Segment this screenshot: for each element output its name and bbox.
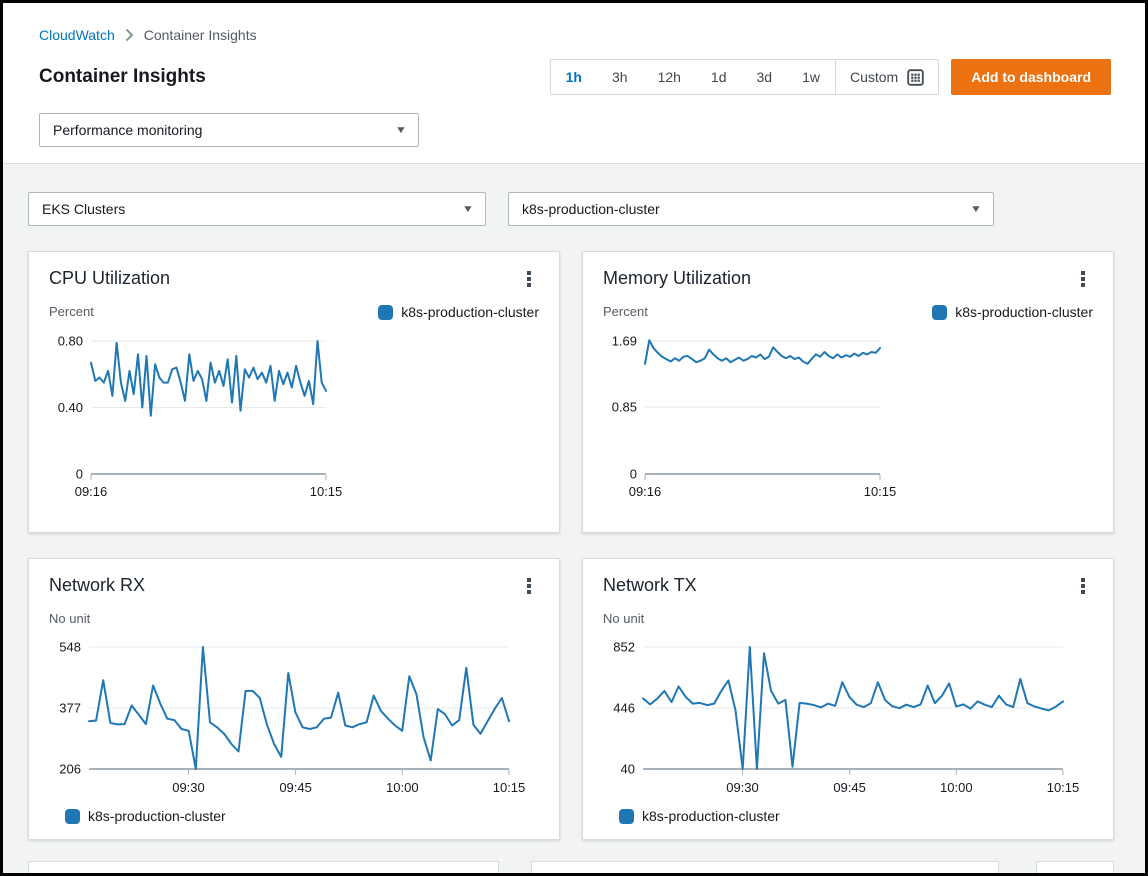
resource-type-value: EKS Clusters: [42, 201, 126, 217]
view-dropdown-value: Performance monitoring: [53, 122, 203, 138]
widget-menu-button[interactable]: [1073, 575, 1093, 597]
unit-label: Percent: [603, 304, 648, 319]
svg-text:40: 40: [621, 762, 635, 777]
time-range-1w[interactable]: 1w: [802, 69, 820, 85]
breadcrumb-current: Container Insights: [143, 27, 257, 43]
legend-label: k8s-production-cluster: [88, 808, 226, 824]
chevron-down-icon: ▼: [461, 203, 475, 215]
chevron-down-icon: ▼: [969, 203, 983, 215]
svg-text:852: 852: [613, 640, 635, 655]
svg-text:09:16: 09:16: [75, 484, 108, 499]
legend-swatch-icon: [378, 304, 394, 320]
svg-text:0: 0: [76, 467, 83, 482]
svg-text:09:30: 09:30: [726, 780, 759, 795]
legend-item[interactable]: k8s-production-cluster: [619, 808, 1093, 824]
cluster-value: k8s-production-cluster: [522, 201, 660, 217]
time-range-12h[interactable]: 12h: [657, 69, 681, 85]
widget-title: CPU Utilization: [49, 268, 171, 288]
svg-text:548: 548: [59, 640, 81, 655]
legend-item[interactable]: k8s-production-cluster: [65, 808, 539, 824]
svg-text:10:15: 10:15: [493, 780, 526, 795]
widget-menu-button[interactable]: [519, 575, 539, 597]
svg-text:10:00: 10:00: [940, 780, 973, 795]
svg-text:0.80: 0.80: [58, 334, 83, 349]
content-area: EKS Clusters ▼ k8s-production-cluster ▼ …: [3, 164, 1145, 873]
time-range-1h[interactable]: 1h: [565, 69, 582, 85]
widget-title: Network TX: [603, 575, 697, 595]
unit-label: No unit: [49, 611, 91, 626]
widget-memory-utilization: Memory Utilization Percent k8s-productio…: [582, 251, 1114, 533]
widget-menu-button[interactable]: [519, 268, 539, 290]
view-dropdown[interactable]: Performance monitoring ▼: [39, 113, 419, 147]
svg-text:09:30: 09:30: [172, 780, 205, 795]
widget-network-rx: Network RX No unit 548 377 206 09:30 09:45 10…: [28, 558, 560, 840]
legend-label: k8s-production-cluster: [642, 808, 780, 824]
breadcrumb-chevron-icon: [125, 28, 134, 42]
page-header: CloudWatch Container Insights Container …: [3, 3, 1145, 164]
widget-cpu-utilization: CPU Utilization Percent k8s-production-c…: [28, 251, 560, 533]
breadcrumb-link-cloudwatch[interactable]: CloudWatch: [39, 27, 115, 43]
custom-label: Custom: [849, 69, 899, 85]
time-range-3h[interactable]: 3h: [611, 69, 628, 85]
legend-swatch-icon: [619, 808, 634, 824]
svg-text:09:45: 09:45: [833, 780, 866, 795]
network-rx-line-chart: 548 377 206 09:30 09:45 10:00 10:15: [59, 640, 526, 796]
title-row: Container Insights 1h 3h 12h 1d 3d 1w Cu…: [39, 59, 1111, 95]
svg-text:446: 446: [613, 701, 635, 716]
memory-line-chart: 1.69 0.85 0 09:16 10:15: [612, 334, 897, 500]
calendar-icon: [907, 68, 924, 86]
svg-text:377: 377: [59, 701, 81, 716]
svg-text:1.69: 1.69: [612, 334, 637, 349]
svg-text:10:15: 10:15: [310, 484, 343, 499]
widget-grid: CPU Utilization Percent k8s-production-c…: [28, 251, 1114, 840]
time-range-3d[interactable]: 3d: [756, 69, 773, 85]
clipped-card: [1036, 861, 1114, 873]
legend-item[interactable]: k8s-production-cluster: [378, 304, 539, 320]
legend-label: k8s-production-cluster: [401, 304, 539, 320]
svg-text:206: 206: [59, 762, 81, 777]
widget-title: Network RX: [49, 575, 146, 595]
cluster-dropdown[interactable]: k8s-production-cluster ▼: [508, 192, 994, 226]
time-range-selector: 1h 3h 12h 1d 3d 1w Custom: [549, 59, 940, 95]
unit-label: No unit: [603, 611, 645, 626]
svg-text:10:15: 10:15: [1047, 780, 1080, 795]
svg-text:09:45: 09:45: [279, 780, 312, 795]
network-tx-line-chart: 852 446 40 09:30 09:45 10:00 10:15: [613, 640, 1080, 796]
widget-title: Memory Utilization: [603, 268, 752, 288]
legend-label: k8s-production-cluster: [955, 304, 1093, 320]
filter-row: EKS Clusters ▼ k8s-production-cluster ▼: [28, 192, 1114, 226]
svg-text:0: 0: [630, 467, 637, 482]
breadcrumb: CloudWatch Container Insights: [39, 27, 1111, 43]
clipped-card: [531, 861, 999, 873]
svg-text:09:16: 09:16: [629, 484, 662, 499]
svg-text:0.40: 0.40: [58, 400, 83, 415]
svg-text:0.85: 0.85: [612, 400, 637, 415]
time-range-custom[interactable]: Custom: [834, 60, 938, 94]
widget-network-tx: Network TX No unit 852 446 40 09:30 09:45 10:…: [582, 558, 1114, 840]
clipped-card: [28, 861, 499, 873]
page-title: Container Insights: [39, 66, 206, 87]
unit-label: Percent: [49, 304, 94, 319]
next-row-cards-clipped: [28, 861, 1114, 873]
svg-text:10:00: 10:00: [386, 780, 419, 795]
add-to-dashboard-button[interactable]: Add to dashboard: [951, 59, 1111, 95]
legend-swatch-icon: [932, 304, 948, 320]
cpu-line-chart: 0.80 0.40 0 09:16 10:15: [58, 334, 343, 500]
chevron-down-icon: ▼: [394, 124, 408, 136]
resource-type-dropdown[interactable]: EKS Clusters ▼: [28, 192, 486, 226]
legend-item[interactable]: k8s-production-cluster: [932, 304, 1093, 320]
time-range-1d[interactable]: 1d: [710, 69, 727, 85]
legend-swatch-icon: [65, 808, 80, 824]
svg-text:10:15: 10:15: [864, 484, 897, 499]
widget-menu-button[interactable]: [1073, 268, 1093, 290]
header-controls: 1h 3h 12h 1d 3d 1w Custom: [549, 59, 1111, 95]
